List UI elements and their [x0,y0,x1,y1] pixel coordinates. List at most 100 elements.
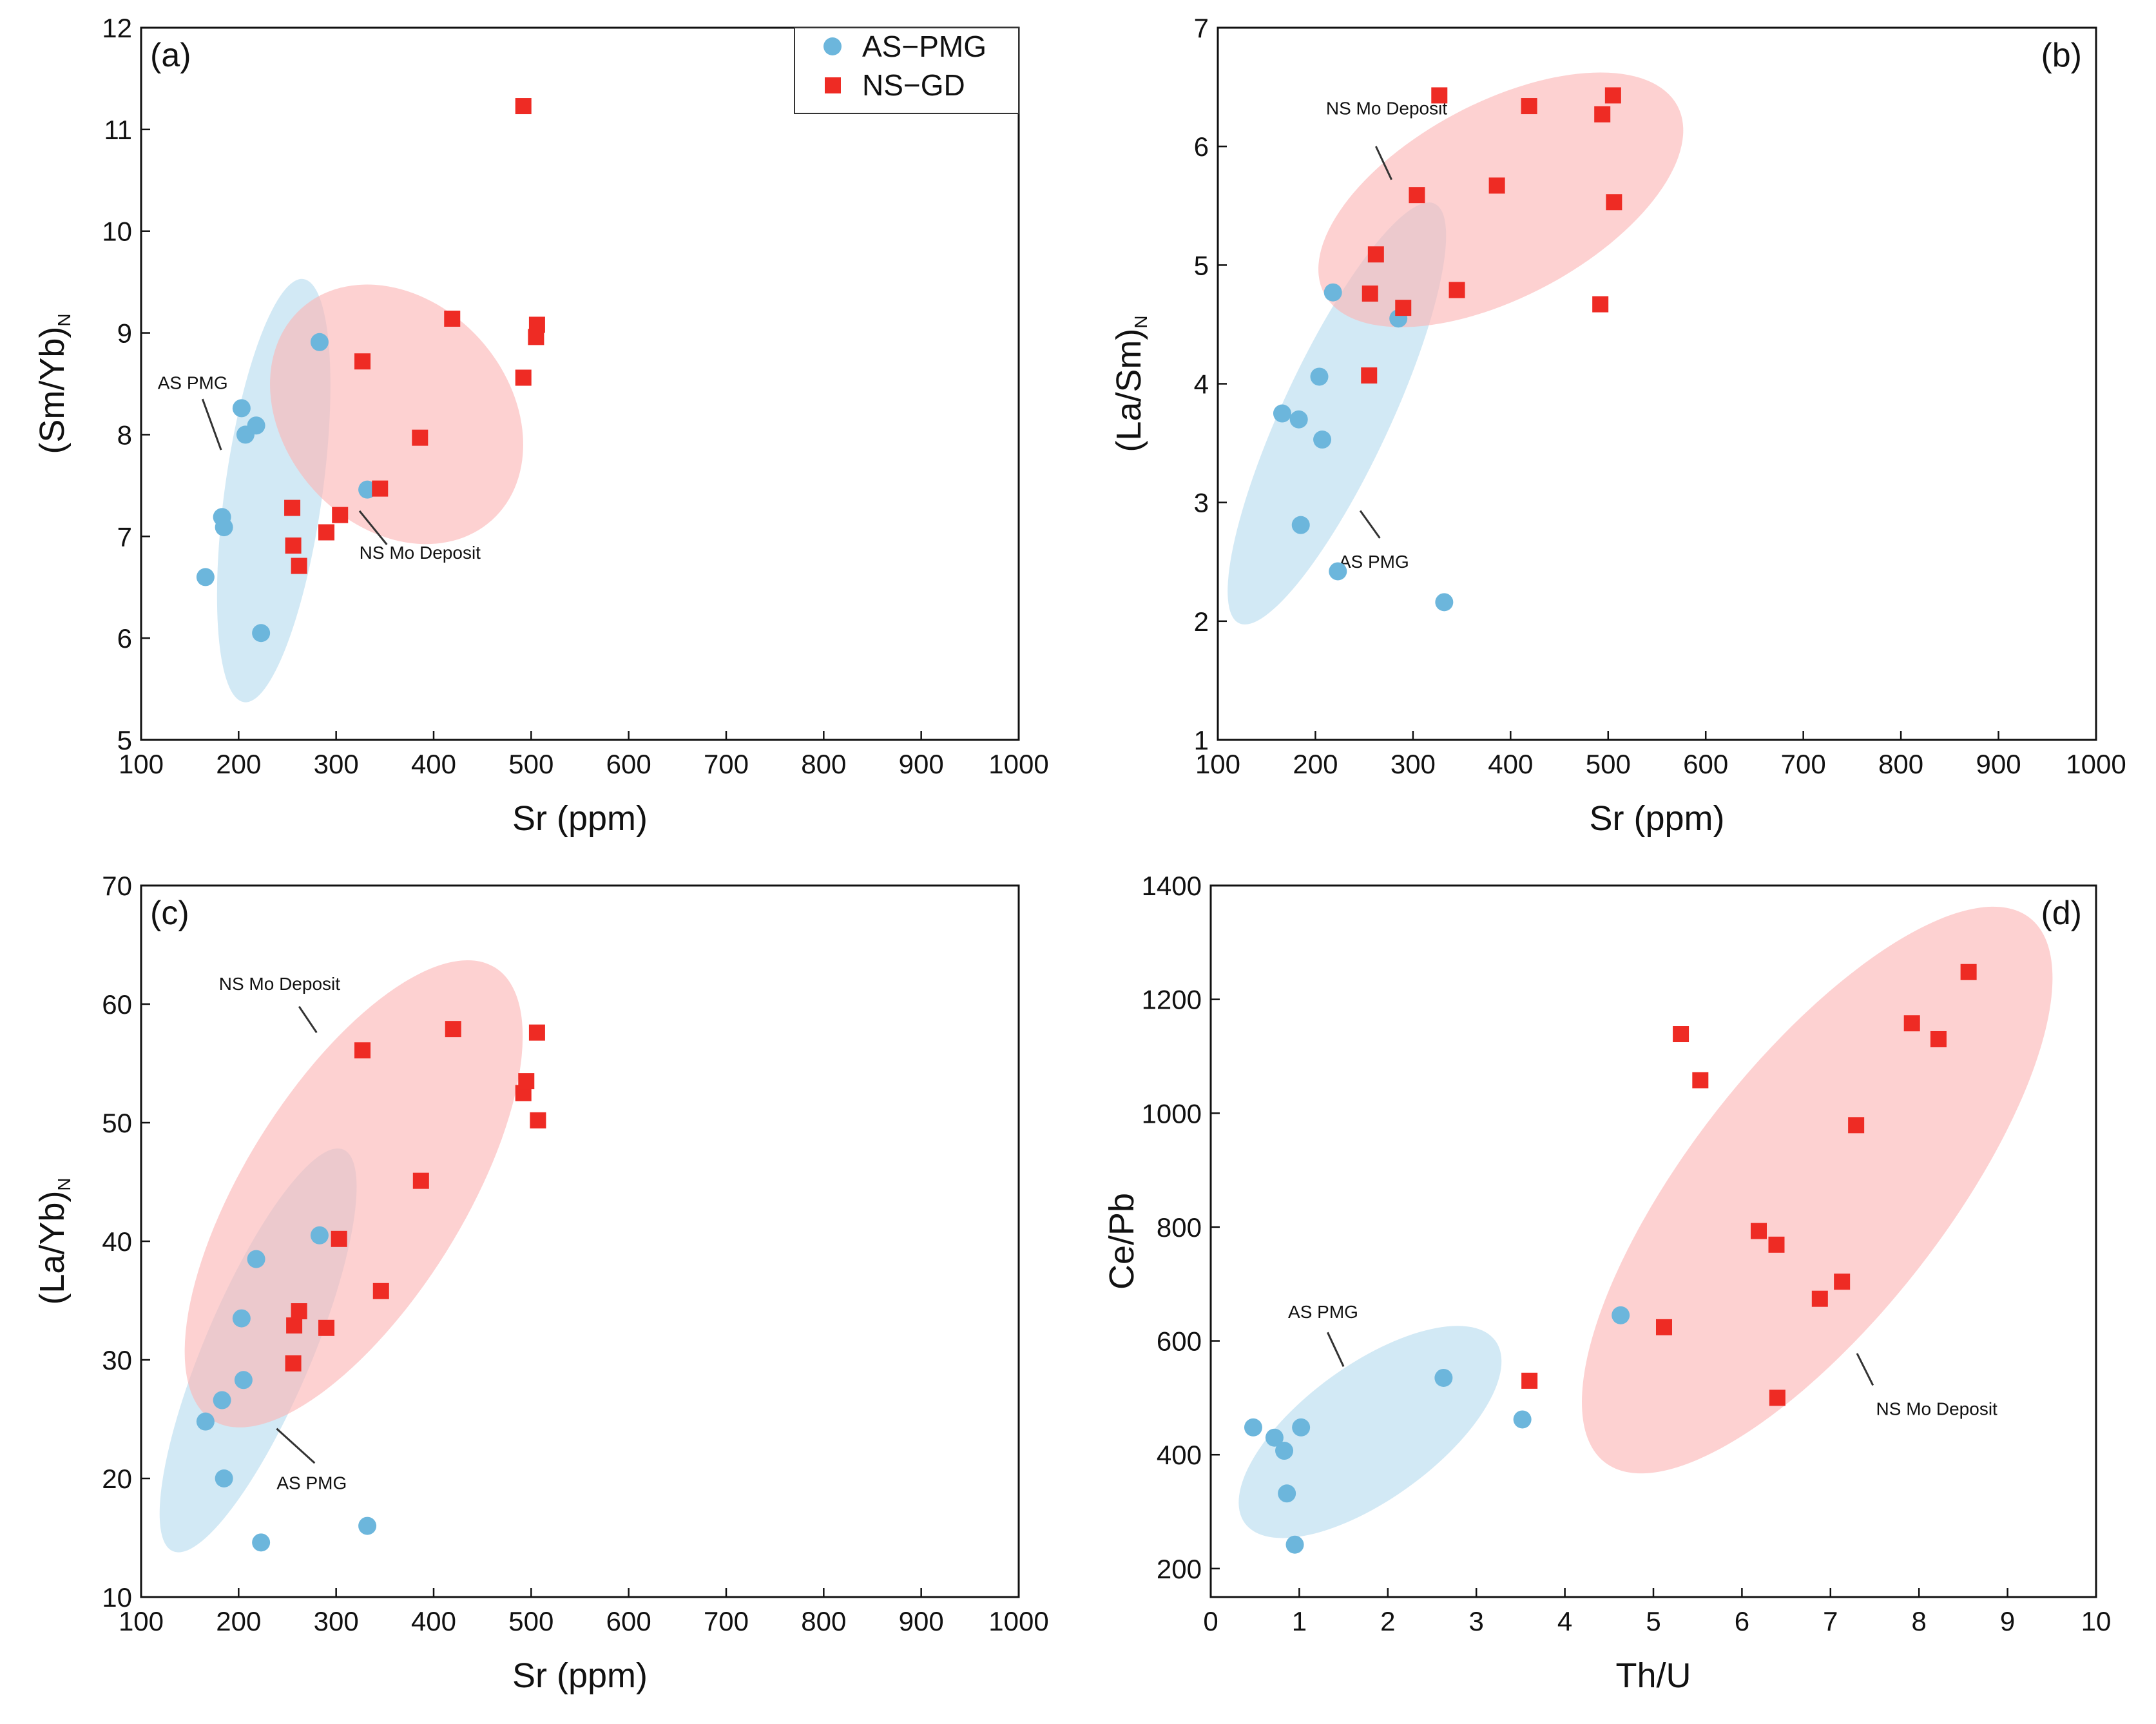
y-tick-label: 5 [1194,250,1209,280]
x-axis-label: Sr (ppm) [1589,799,1724,838]
annotation-label: NS Mo Deposit [1326,98,1448,118]
y-axis-label: (Sm/Yb)N [33,313,74,454]
y-tick-label: 5 [117,725,132,755]
x-tick-label: 100 [119,1606,164,1636]
ns-mo-deposit-ellipse [1318,72,1684,327]
x-tick-label: 10 [2081,1606,2112,1636]
y-axis-label-subscript: N [54,313,74,326]
annotation-label: AS PMG [1339,552,1409,572]
ns-gd-point [1811,1290,1828,1307]
as-pmg-point [196,1412,215,1431]
annotation-leader-line [276,1428,316,1464]
ns-gd-point [515,98,532,115]
as-pmg-point [232,399,251,418]
x-tick-label: 7 [1823,1606,1838,1636]
ns-gd-point [1655,1319,1672,1335]
as-pmg-point [310,1226,329,1245]
as-pmg-point [358,1516,377,1535]
ns-gd-point [1769,1390,1785,1406]
annotation-label: AS PMG [1288,1302,1358,1322]
as-pmg-point [1310,367,1329,386]
ns-gd-point [445,1021,461,1038]
panel-label: (b) [2041,37,2082,74]
legend: AS−PMG NS−GD [794,27,1019,114]
panel-c: 100 200 300 400 500 600 700 800 900 1000 10 20 30 40 5… [33,871,1049,1695]
x-tick-label: 9 [2000,1606,2015,1636]
x-tick-label: 400 [411,749,456,779]
as-pmg-point [1289,410,1308,429]
y-tick-label: 200 [1157,1554,1202,1584]
y-axis-label-main: (Sm/Yb) [33,327,72,454]
ns-gd-point [412,429,428,446]
ns-gd-point [515,369,532,386]
y-axis-label-main: (La/Sm) [1110,329,1148,452]
ns-gd-point [318,1319,335,1336]
y-axis-label-subscript: N [54,1177,74,1190]
ns-gd-point [291,557,307,574]
as-pmg-point [234,1371,253,1390]
as-pmg-point [1292,1418,1311,1437]
as-pmg-point [1291,516,1310,534]
ns-gd-point [1449,282,1465,298]
x-tick-label: 1000 [2066,749,2126,779]
ns-gd-point [518,1073,535,1090]
annotation-label: NS Mo Deposit [360,543,481,563]
as-pmg-point [1273,404,1291,423]
as-pmg-point [215,1469,233,1487]
x-tick-label: 400 [411,1606,456,1636]
x-tick-label: 300 [314,1606,359,1636]
y-axis-label: (La/Yb)N [33,1177,74,1304]
ns-gd-point [1488,177,1505,194]
y-tick-label: 70 [102,871,132,901]
y-tick-label: 1 [1194,725,1209,755]
ns-gd-point [1362,286,1378,302]
x-tick-label: 500 [508,1606,553,1636]
legend-ns-marker [825,77,841,93]
x-tick-label: 500 [1586,749,1631,779]
ns-gd-point [318,524,335,541]
ns-gd-point [1594,106,1611,122]
as-pmg-point [213,1391,231,1409]
ns-gd-point [1395,300,1412,316]
ns-mo-deposit-ellipse [184,960,523,1428]
as-pmg-point [1275,1442,1294,1460]
x-tick-label: 3 [1469,1606,1484,1636]
ns-gd-point [291,1303,307,1320]
ns-gd-point [331,1230,347,1247]
ellipse-layer [1227,72,1684,625]
as-pmg-point [1513,1410,1532,1429]
as-pmg-point [232,1309,251,1328]
as-pmg-point [247,416,265,435]
y-tick-label: 50 [102,1108,132,1138]
as-pmg-point [1434,1368,1453,1387]
as-pmg-point [1265,1428,1284,1447]
ns-gd-point [528,316,545,333]
as-pmg-point [215,518,233,537]
panel-b: 100 200 300 400 500 600 700 800 900 1000 1 2 3 4 5 6 7 Sr… [1110,13,2126,838]
ns-gd-point [1409,187,1425,204]
ns-gd-point [530,1112,546,1128]
x-tick-label: 700 [1781,749,1826,779]
y-axis-label-main: Ce/Pb [1102,1193,1141,1290]
ns-gd-point [444,310,461,327]
legend-as-marker [823,37,842,55]
x-tick-label: 700 [704,749,749,779]
as-pmg-point [1313,431,1332,449]
ns-gd-point [1673,1026,1689,1043]
x-tick-label: 1000 [988,1606,1048,1636]
x-tick-label: 1 [1292,1606,1307,1636]
annotation-label: NS Mo Deposit [1876,1399,1998,1419]
ns-gd-point [1960,964,1977,980]
x-tick-label: 900 [1976,749,2021,779]
annotation-leader-line [201,398,222,450]
x-tick-label: 100 [119,749,164,779]
as-pmg-point [1323,283,1342,302]
ns-gd-point [354,353,371,370]
as-pmg-point [1612,1306,1630,1324]
y-tick-label: 8 [117,420,132,450]
axes-frame [140,26,1020,741]
ns-gd-point [1521,1372,1538,1389]
ns-gd-point [1592,296,1609,313]
legend-ns-label: NS−GD [862,68,965,102]
